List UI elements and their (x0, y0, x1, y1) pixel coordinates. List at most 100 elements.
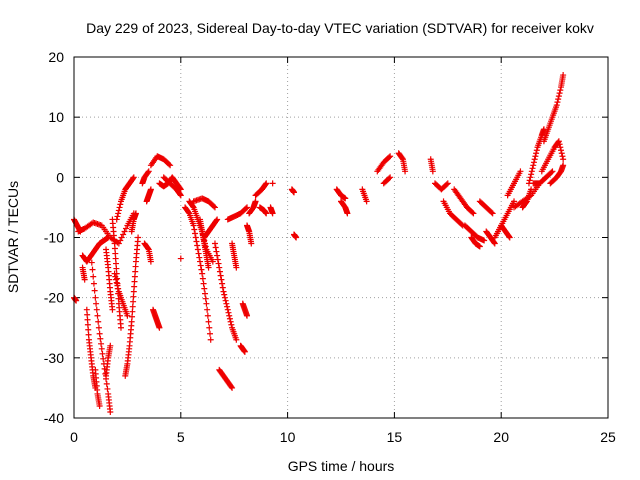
data-point (252, 198, 259, 205)
data-point (190, 222, 197, 229)
series-arc17 (143, 186, 154, 205)
data-point (229, 384, 236, 391)
data-point (470, 210, 477, 217)
series-arc10 (103, 246, 116, 313)
data-point (194, 246, 201, 253)
series-arc57 (491, 198, 518, 241)
data-point (399, 155, 406, 162)
y-axis-label: SDTVAR / TECUs (5, 181, 21, 293)
series-arc35 (246, 198, 259, 217)
data-point (342, 195, 349, 202)
data-point (107, 408, 114, 415)
x-tick-label: 25 (600, 429, 616, 445)
data-point (219, 284, 226, 291)
data-point (130, 175, 137, 182)
y-tick-label: -10 (44, 230, 64, 246)
series-arc53 (461, 222, 488, 244)
data-point (226, 312, 233, 319)
data-point (228, 321, 235, 328)
series-arc14 (122, 234, 142, 379)
series-arc15 (128, 210, 139, 235)
data-point (100, 355, 107, 362)
y-tick-label: 20 (48, 49, 64, 65)
series-arc44 (338, 198, 351, 217)
series-arc19 (150, 306, 163, 331)
data-point (83, 306, 90, 313)
series-arc04 (79, 234, 112, 265)
series-arc54 (468, 234, 483, 250)
data-point (113, 265, 120, 272)
data-point (215, 260, 222, 267)
data-point (429, 168, 436, 175)
data-point (185, 209, 192, 216)
plot-frame (73, 56, 609, 419)
series-arc33 (237, 342, 248, 355)
data-point (219, 280, 226, 287)
data-point (114, 282, 121, 289)
data-point (111, 240, 118, 247)
data-point (129, 308, 136, 315)
series-arc34 (239, 300, 251, 319)
data-point (225, 309, 232, 316)
data-point (553, 102, 560, 109)
data-point (526, 177, 533, 184)
data-point (211, 204, 218, 211)
y-tick-label: -40 (44, 410, 64, 426)
data-point (222, 297, 229, 304)
data-point (131, 273, 138, 280)
data-point (117, 237, 124, 244)
series-arc51 (440, 198, 466, 229)
series-arc20 (147, 153, 174, 169)
data-point (386, 154, 393, 161)
data-point (91, 287, 98, 294)
series-arc58 (498, 222, 513, 241)
data-point (199, 270, 206, 277)
series-arc52 (451, 186, 477, 217)
data-point (112, 273, 119, 280)
data-point (111, 245, 118, 252)
data-point (192, 234, 199, 241)
data-point (195, 250, 202, 257)
data-point (559, 153, 566, 160)
series-arc30 (216, 366, 236, 391)
data-point (548, 169, 555, 176)
data-point (132, 263, 139, 270)
data-point (269, 210, 276, 217)
data-point (555, 138, 562, 145)
data-point (201, 285, 208, 292)
data-point (96, 330, 103, 337)
data-point (214, 252, 221, 259)
data-point (533, 150, 540, 157)
series-arc36 (244, 222, 255, 247)
data-point (117, 324, 124, 331)
data-point (130, 293, 137, 300)
data-point (120, 231, 127, 238)
data-point (269, 180, 276, 187)
data-point (242, 205, 249, 212)
series-arc55 (476, 198, 496, 217)
y-tick-label: 10 (48, 109, 64, 125)
data-point (99, 350, 106, 357)
data-point (530, 162, 537, 169)
x-tick-label: 5 (177, 429, 185, 445)
series-arc64 (538, 138, 567, 175)
data-point (491, 240, 498, 247)
data-point (113, 276, 120, 283)
data-point (344, 210, 351, 217)
x-tick-label: 0 (70, 429, 78, 445)
series-arc24 (182, 204, 214, 343)
series-arc31 (224, 204, 251, 223)
data-point (132, 268, 139, 275)
data-point (135, 234, 142, 241)
data-point (145, 245, 152, 252)
data-point (444, 180, 451, 187)
series-arc66 (547, 162, 567, 187)
data-point (506, 234, 513, 241)
series-arc28 (201, 216, 221, 241)
data-point (204, 312, 211, 319)
data-point (112, 255, 119, 262)
data-point (211, 240, 218, 247)
data-point (95, 318, 102, 325)
data-point (529, 165, 536, 172)
x-tick-label: 10 (280, 429, 296, 445)
